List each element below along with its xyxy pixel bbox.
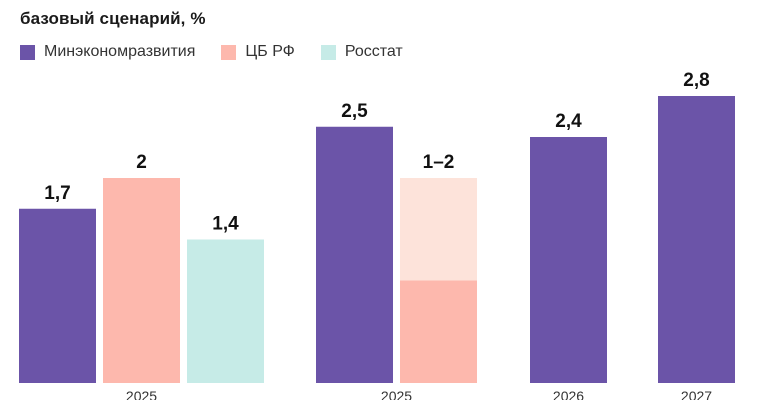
data-label-g0-b0: 1,7 (44, 183, 70, 204)
legend-item-minek: Минэкономразвития (20, 43, 195, 61)
data-label-g0-b2: 1,4 (212, 214, 239, 235)
legend-label-rosstat: Росстат (344, 43, 403, 60)
bar-g2-b0 (530, 137, 607, 383)
data-label-g3-b0: 2,8 (683, 70, 709, 91)
bar-g1-b0 (316, 126, 393, 383)
bar-g1-b1-low (400, 280, 477, 383)
legend-swatch-rosstat (320, 44, 336, 60)
data-label-g0-b1: 2 (136, 152, 147, 173)
x-tick-label-1: 2025 (381, 388, 412, 400)
data-label-g1-b0: 2,5 (341, 101, 368, 122)
chart-legend: Минэкономразвития ЦБ РФ Росстат (20, 43, 429, 61)
bar-g0-b2 (187, 239, 264, 383)
x-tick-label-2: 2026 (553, 388, 584, 400)
data-label-g2-b0: 2,4 (555, 111, 582, 132)
legend-swatch-minek (20, 44, 35, 60)
legend-label-minek: Минэкономразвития (44, 43, 196, 60)
legend-item-cb: ЦБ РФ (221, 43, 295, 61)
bar-g0-b1 (103, 178, 180, 383)
legend-label-cb: ЦБ РФ (245, 43, 295, 60)
bar-g1-b1-range (400, 178, 477, 281)
bar-g0-b0 (19, 208, 96, 383)
x-tick-label-0: 2025 (126, 388, 157, 400)
chart-subtitle: базовый сценарий, % (20, 9, 206, 28)
bar-g3-b0 (658, 96, 735, 383)
legend-item-rosstat: Росстат (320, 43, 403, 61)
data-label-g1-b1: 1–2 (423, 152, 455, 173)
x-tick-label-3: 2027 (681, 388, 712, 400)
legend-swatch-cb (221, 44, 237, 60)
